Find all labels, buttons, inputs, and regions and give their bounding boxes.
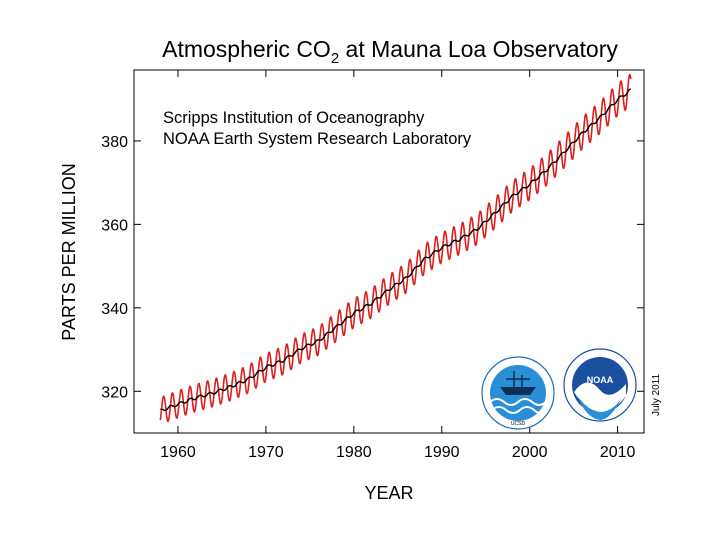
plot-frame <box>133 69 645 434</box>
y-tick-label: 380 <box>101 134 128 151</box>
x-tick-label: 1980 <box>336 444 372 461</box>
x-tick-label: 1970 <box>248 444 284 461</box>
y-tick-label: 320 <box>101 384 128 401</box>
y-tick-label: 360 <box>101 217 128 234</box>
x-tick-label: 1990 <box>424 444 460 461</box>
chart-title-prefix: Atmospheric CO <box>162 36 331 62</box>
credit-line-2: NOAA Earth System Research Laboratory <box>163 130 472 148</box>
credit-line-1: Scripps Institution of Oceanography <box>163 109 425 127</box>
chart-title: Atmospheric CO2 at Mauna Loa Observatory <box>162 36 618 67</box>
date-note: July 2011 <box>651 374 662 417</box>
y-axis: 320 340 360 380 <box>101 134 644 401</box>
chart-title-suffix: at Mauna Loa Observatory <box>339 36 618 62</box>
scripps-logo-caption: UCSD <box>511 421 526 427</box>
monthly-co2-line <box>159 73 632 423</box>
y-axis-label: PARTS PER MILLION <box>59 163 79 340</box>
x-tick-label: 1960 <box>160 444 196 461</box>
x-axis-label: YEAR <box>364 483 413 503</box>
x-tick-label: 2000 <box>512 444 548 461</box>
series-layer <box>159 73 632 423</box>
x-axis: 1960 1970 1980 1990 2000 2010 <box>160 70 636 461</box>
x-tick-label: 2010 <box>600 444 636 461</box>
noaa-logo: NOAA <box>563 348 637 422</box>
chart-title-subscript: 2 <box>331 50 339 67</box>
scripps-ucsd-logo: UCSD <box>481 356 555 430</box>
noaa-logo-caption: NOAA <box>587 375 614 385</box>
y-tick-label: 340 <box>101 301 128 318</box>
annual-trend-line <box>160 88 632 412</box>
